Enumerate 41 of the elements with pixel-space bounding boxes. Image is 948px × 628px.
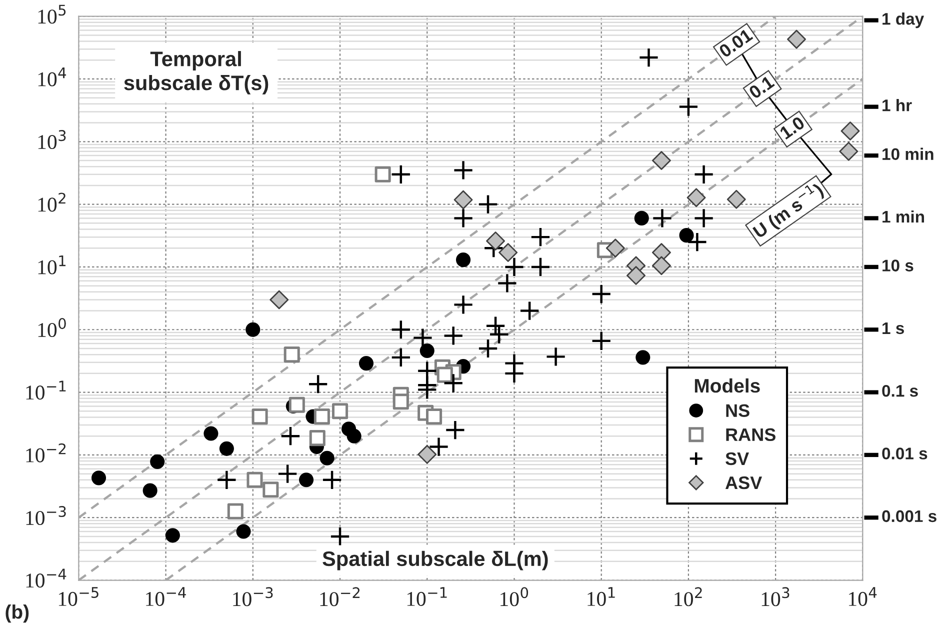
ref-line-label: 10 s (882, 260, 914, 272)
x-tick-label: 10$^{4}$ (848, 587, 877, 606)
y-tick-label: 10$^{0}$ (38, 318, 66, 338)
annotation: U (m s$^{−1}$) (750, 180, 826, 242)
x-tick-label: 10$^{−1}$ (407, 587, 447, 606)
x-axis-title: Spatial subscale δL(m) (322, 550, 548, 570)
x-tick-label: 10$^{−2}$ (320, 587, 360, 606)
y-tick-label: 10$^{−4}$ (26, 568, 66, 588)
y-tick-label: 10$^{4}$ (38, 68, 66, 86)
text: (b) (6, 604, 29, 623)
y-axis-title: Temporal subscale δT(s) (124, 51, 268, 94)
text: 1.0 (779, 116, 806, 140)
text: 0.1 (748, 75, 775, 100)
ref-line-label: 10 min (882, 148, 934, 160)
legend-label: ASV (725, 476, 762, 490)
x-tick-label: 10$^{−5}$ (58, 587, 98, 606)
ref-line-label: 0.01 s (882, 448, 928, 460)
x-tick-label: 10$^{3}$ (762, 587, 790, 606)
ref-line-label: 1 day (882, 12, 924, 28)
y-tick-label: 10$^{−2}$ (26, 443, 66, 462)
y-tick-label: 10$^{5}$ (38, 4, 66, 24)
y-tick-label: 10$^{2}$ (38, 192, 66, 212)
legend-label: SV (726, 452, 749, 466)
ref-line-label: 1 hr (882, 99, 912, 112)
y-tick-label: 10$^{1}$ (38, 255, 66, 274)
ref-line-label: 1 s (882, 322, 904, 334)
text: 0.01 (718, 28, 754, 58)
y-tick-label: 10$^{3}$ (38, 130, 66, 150)
legend-label: NS (726, 404, 750, 418)
ref-line-label: 1 min (882, 210, 924, 223)
legend-label: RANS (726, 428, 776, 442)
x-tick-label: 10$^{2}$ (674, 587, 702, 606)
x-tick-label: 10$^{−4}$ (146, 587, 186, 606)
y-tick-label: 10$^{−3}$ (26, 506, 66, 526)
ref-line-label: 0.1 s (882, 384, 918, 397)
legend-title: Models (694, 378, 760, 393)
y-tick-label: 10$^{−1}$ (26, 380, 66, 400)
x-tick-label: 10$^{0}$ (500, 587, 528, 606)
x-tick-label: 10$^{1}$ (588, 587, 615, 606)
x-tick-label: 10$^{−3}$ (233, 587, 273, 606)
ref-line-label: 0.001 s (882, 510, 936, 522)
